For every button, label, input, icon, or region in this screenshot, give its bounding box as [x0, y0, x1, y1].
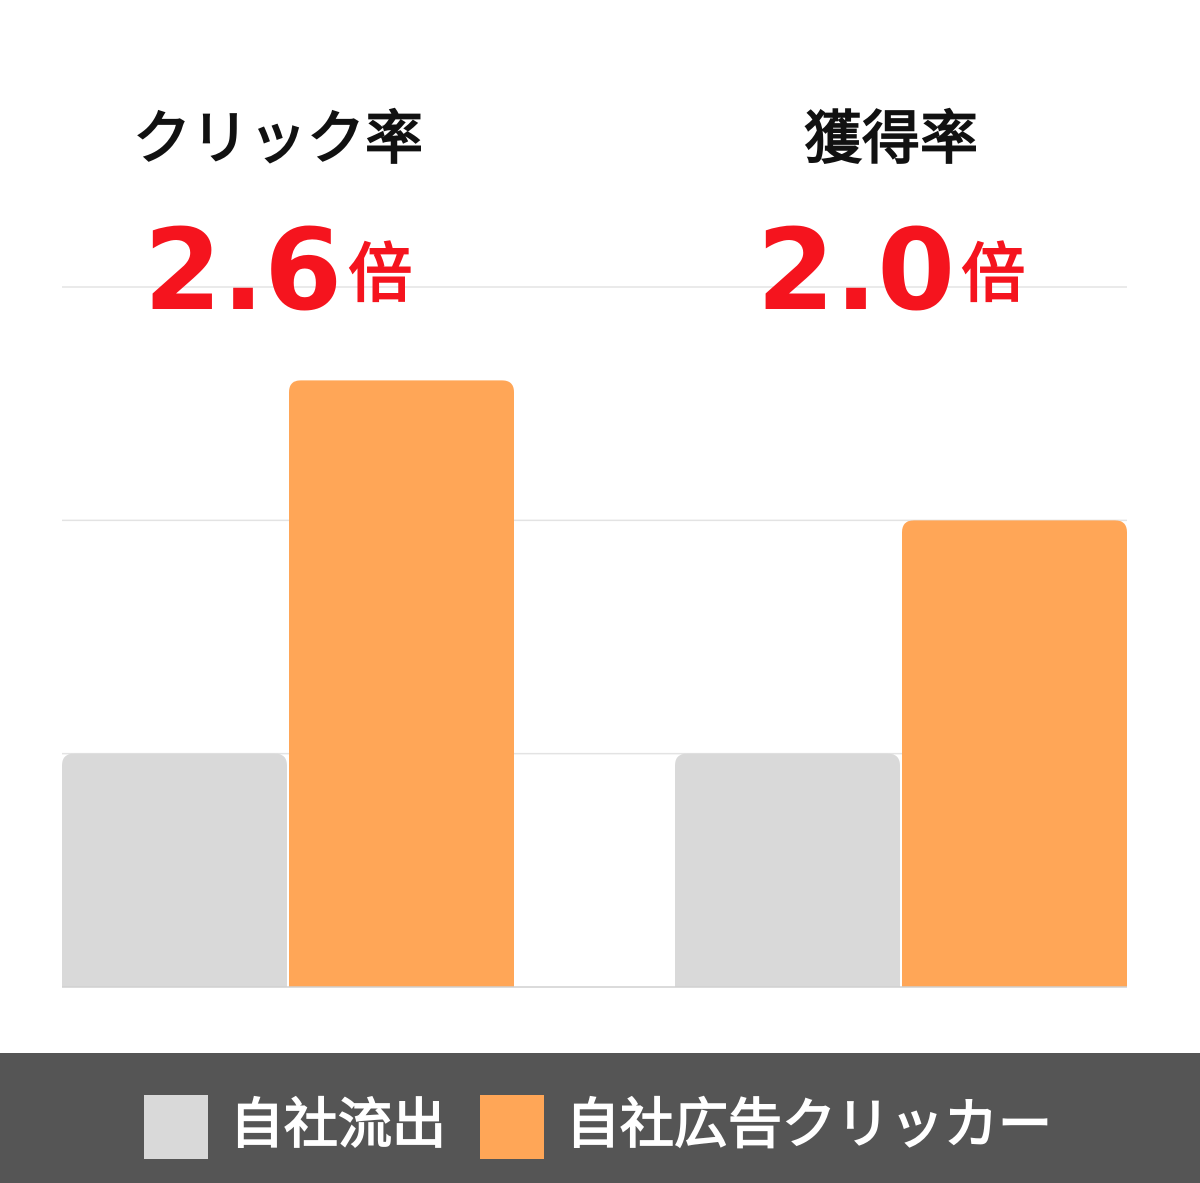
legend-swatch [144, 1095, 208, 1159]
annotation: 2.0倍 [757, 206, 1025, 336]
bar [62, 753, 287, 987]
annotation-unit: 倍 [961, 238, 1025, 312]
category-title: 獲得率 [804, 104, 978, 172]
legend-swatch [480, 1095, 544, 1159]
legend-label: 自社流出 [230, 1093, 446, 1156]
bar [289, 380, 514, 987]
legend-label: 自社広告クリッカー [566, 1093, 1052, 1156]
annotation-number: 2.6 [144, 206, 342, 336]
annotation-unit: 倍 [348, 238, 412, 312]
bar [675, 753, 900, 987]
bar [902, 520, 1127, 987]
annotation-number: 2.0 [757, 206, 955, 336]
annotation: 2.6倍 [144, 206, 412, 336]
category-title: クリック率 [133, 104, 423, 172]
